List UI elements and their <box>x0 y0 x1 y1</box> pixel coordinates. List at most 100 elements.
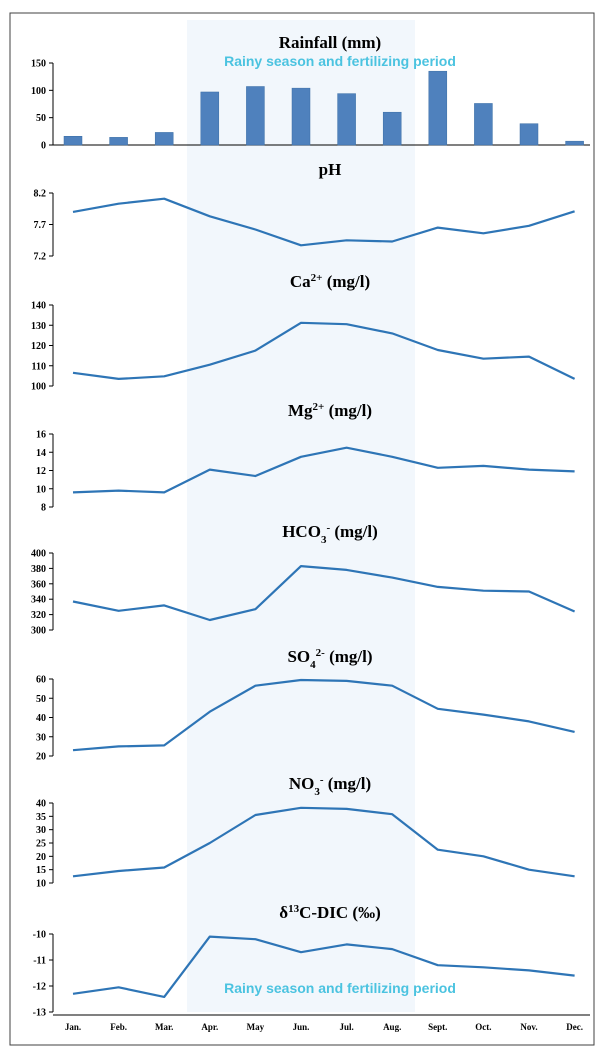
title-superscript: 2- <box>316 647 326 659</box>
y-tick-label: 40 <box>36 799 46 810</box>
y-tick-label: 380 <box>31 564 46 575</box>
title-tail: (mg/l) <box>324 401 372 420</box>
panel-8: δ13C-DIC (‰) -13 -12 -11 -10 <box>33 903 575 1019</box>
season-band <box>187 20 415 1012</box>
title-superscript: 2+ <box>311 272 323 284</box>
y-tick-label: 60 <box>36 675 46 686</box>
title-tail: (mg/l) <box>325 647 373 666</box>
title-subscript: 3 <box>314 786 320 798</box>
x-tick-label: May <box>247 1022 265 1032</box>
bar-feb <box>109 137 128 146</box>
y-tick-label: 50 <box>36 113 46 124</box>
title-main: SO <box>287 647 310 666</box>
y-tick-label: 16 <box>36 430 46 441</box>
series-line <box>72 197 575 247</box>
title-superscript: - <box>320 774 324 786</box>
season-label-top: Rainy season and fertilizing period <box>224 53 456 69</box>
x-tick-label: Oct. <box>475 1022 491 1032</box>
panel-title: SO42- (mg/l) <box>287 647 372 671</box>
y-tick-label: -11 <box>33 956 46 967</box>
bar-jun <box>291 87 311 146</box>
bar-sept <box>428 70 448 146</box>
panel-title: Rainfall (mm) <box>279 33 381 52</box>
panel-3: Ca2+ (mg/l) 100 110 120 130 140 <box>31 272 576 393</box>
panel-title: Ca2+ (mg/l) <box>290 272 370 291</box>
panel-4: Mg2+ (mg/l) 8 10 12 14 16 <box>36 401 575 514</box>
y-tick-label: 7.2 <box>34 252 47 263</box>
x-tick-label: Nov. <box>520 1022 537 1032</box>
x-tick-label: Feb. <box>110 1022 127 1032</box>
y-tick-label: -10 <box>33 930 46 941</box>
y-tick-label: 30 <box>36 825 46 836</box>
x-tick-label: Dec. <box>566 1022 583 1032</box>
y-tick-label: 25 <box>36 839 46 850</box>
y-tick-label: 50 <box>36 694 46 705</box>
x-tick-label: Jan. <box>65 1022 81 1032</box>
bar-oct <box>474 103 493 146</box>
y-tick-label: 400 <box>31 549 46 560</box>
y-tick-label: 150 <box>31 59 46 70</box>
title-main: Mg <box>288 401 313 420</box>
series-line <box>72 564 576 622</box>
series-line <box>72 678 575 752</box>
y-tick-label: 40 <box>36 713 46 724</box>
series-line <box>72 806 575 878</box>
panel-title: pH <box>319 160 342 179</box>
y-tick-label: -13 <box>33 1008 46 1019</box>
y-tick-label: 7.7 <box>34 220 47 231</box>
season-label-bottom: Rainy season and fertilizing period <box>224 980 456 996</box>
panel-title: δ13C-DIC (‰) <box>279 903 381 922</box>
y-tick-label: 14 <box>36 448 46 459</box>
panel-title: NO3- (mg/l) <box>289 774 371 798</box>
x-tick-label: Sept. <box>428 1022 447 1032</box>
y-tick-label: 8.2 <box>34 189 47 200</box>
panels-group: Rainfall (mm) 0 50 100 150 pH 7.2 7.7 8.2 Ca2+ (m… <box>31 33 590 1019</box>
bar-dec <box>565 140 584 146</box>
bar-may <box>246 86 265 146</box>
panel-2: pH 7.2 7.7 8.2 <box>34 160 575 263</box>
title-main: δ <box>279 903 288 922</box>
x-tick-label: Jun. <box>293 1022 310 1032</box>
title-tail: C-DIC (‰) <box>299 903 381 922</box>
title-superscript: - <box>326 522 330 534</box>
bar-aug <box>382 111 402 146</box>
panel-title: Mg2+ (mg/l) <box>288 401 372 420</box>
y-tick-label: 340 <box>31 595 46 606</box>
y-tick-label: 360 <box>31 579 46 590</box>
y-tick-label: 110 <box>32 361 46 372</box>
y-tick-label: 12 <box>36 466 46 477</box>
title-tail: (mg/l) <box>322 272 370 291</box>
title-superscript: 13 <box>288 903 300 915</box>
title-main: Ca <box>290 272 311 291</box>
y-tick-label: 15 <box>36 865 46 876</box>
y-tick-label: 130 <box>31 321 46 332</box>
y-tick-label: 0 <box>41 141 46 152</box>
y-tick-label: 100 <box>31 382 46 393</box>
bar-jan <box>63 136 83 146</box>
y-tick-label: -12 <box>33 982 46 993</box>
series-line <box>72 446 575 494</box>
series-line <box>72 935 575 999</box>
bar-nov <box>519 123 539 146</box>
y-tick-label: 20 <box>36 852 46 863</box>
y-tick-label: 140 <box>31 301 46 312</box>
x-tick-label: Jul. <box>339 1022 353 1032</box>
panel-6: SO42- (mg/l) 20 30 40 50 60 <box>36 647 575 763</box>
y-tick-label: 30 <box>36 732 46 743</box>
panel-title: HCO3- (mg/l) <box>282 522 378 546</box>
x-tick-label: Aug. <box>383 1022 401 1032</box>
bar-apr <box>200 91 220 146</box>
y-tick-label: 300 <box>31 626 46 637</box>
y-tick-label: 120 <box>31 341 46 352</box>
x-tick-label: Apr. <box>201 1022 218 1032</box>
month-axis: Jan. Feb. Mar. Apr. May Jun. Jul. Aug. Sept. Oct.… <box>53 1014 590 1032</box>
title-tail: (mg/l) <box>323 774 371 793</box>
title-subscript: 3 <box>321 534 327 546</box>
title-main: NO <box>289 774 315 793</box>
y-tick-label: 10 <box>36 484 46 495</box>
panel-7: NO3- (mg/l) 10 15 20 25 30 35 40 <box>36 774 575 890</box>
title-subscript: 4 <box>310 659 316 671</box>
title-main: HCO <box>282 522 321 541</box>
panel-1: Rainfall (mm) 0 50 100 150 <box>31 33 590 152</box>
